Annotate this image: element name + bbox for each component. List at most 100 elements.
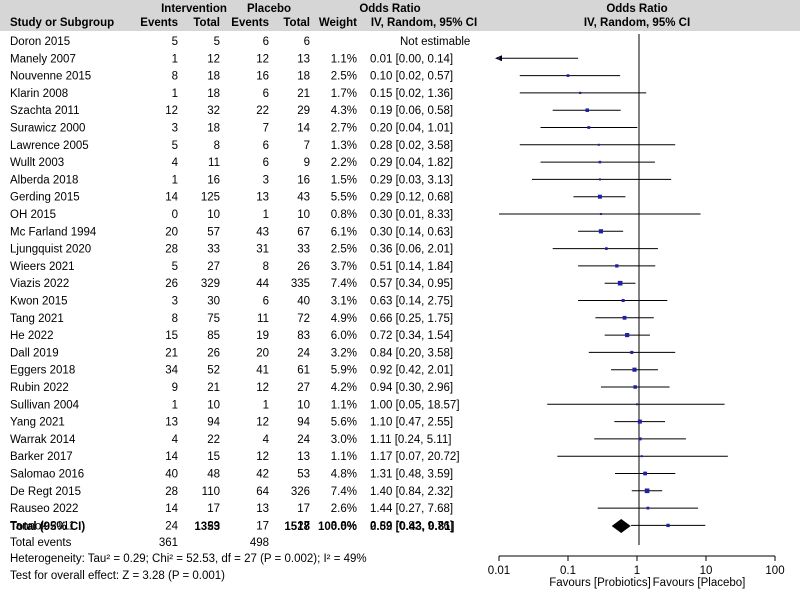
odds-ratio-ci: 1.10 [0.47, 2.55] <box>370 417 453 429</box>
table-row: Ljungquist 2020 28 33 31 33 2.5% 0.36 [0.06, 2… <box>10 244 453 256</box>
table-row: Salomao 2016 40 48 42 53 4.8% 1.31 [0.48, 3.59… <box>10 469 453 481</box>
weight: 5.9% <box>331 365 357 377</box>
table-row: De Regt 2015 28 110 64 326 7.4% 1.40 [0.84, 2.… <box>10 486 453 498</box>
study-name: Rubin 2022 <box>10 382 69 394</box>
odds-ratio-ci: 0.36 [0.06, 2.01] <box>370 244 453 256</box>
study-name: Gerding 2015 <box>10 192 80 204</box>
weight: 2.7% <box>331 123 357 135</box>
total-placebo: 7 <box>304 140 310 152</box>
events-intervention: 0 <box>172 209 178 221</box>
header-total-placebo: Total <box>283 17 310 29</box>
table-row: Doron 2015 5 5 6 6 Not estimable <box>10 36 470 48</box>
events-placebo: 6 <box>263 36 269 48</box>
events-placebo: 6 <box>263 88 269 100</box>
events-placebo: 3 <box>263 174 269 186</box>
table-row: Nouvenne 2015 8 18 16 18 2.5% 0.10 [0.02, 0.57… <box>10 71 453 83</box>
total-placebo: 40 <box>297 296 310 308</box>
weight: 2.5% <box>331 244 357 256</box>
total-placebo: 61 <box>297 365 310 377</box>
point-estimate <box>615 264 619 268</box>
heterogeneity-text: Heterogeneity: Tau² = 0.29; Chi² = 52.53… <box>10 553 367 565</box>
events-placebo: 4 <box>263 434 270 446</box>
header-intervention: Intervention <box>161 3 227 15</box>
favours-left-label: Favours [Probiotics] <box>549 577 651 589</box>
weight: 2.2% <box>331 157 357 169</box>
x-tick-label: 100 <box>765 565 784 577</box>
study-name: Szachta 2011 <box>10 105 79 117</box>
point-estimate <box>643 471 647 476</box>
point-estimate <box>622 315 627 320</box>
events-intervention: 40 <box>165 469 178 481</box>
total-placebo: 1518 <box>284 521 310 533</box>
total-placebo: 335 <box>291 278 310 290</box>
events-placebo: 13 <box>256 503 269 515</box>
odds-ratio-ci: 1.31 [0.48, 3.59] <box>370 469 453 481</box>
point-estimate <box>597 143 600 146</box>
total-intervention: 125 <box>201 192 220 204</box>
total-intervention: 10 <box>207 209 220 221</box>
table-row: Rubin 2022 9 21 12 27 4.2% 0.94 [0.30, 2.96] <box>10 382 453 394</box>
total-placebo: 16 <box>297 174 310 186</box>
events-placebo: 12 <box>256 382 269 394</box>
point-estimate <box>640 455 643 458</box>
table-row: Wieers 2021 5 27 8 26 3.7% 0.51 [0.14, 1.84] <box>10 261 453 273</box>
total-intervention: 8 <box>214 140 220 152</box>
events-placebo: 6 <box>263 296 269 308</box>
events-placebo: 6 <box>263 157 269 169</box>
weight: 1.1% <box>331 451 357 463</box>
total-placebo: 14 <box>297 123 310 135</box>
total-intervention: 1353 <box>194 521 220 533</box>
odds-ratio-ci: 0.66 [0.25, 1.75] <box>370 313 453 325</box>
total-intervention: 27 <box>207 261 220 273</box>
total-placebo: 94 <box>297 417 310 429</box>
x-tick-label: 0.01 <box>488 565 510 577</box>
odds-ratio-ci: 0.29 [0.04, 1.82] <box>370 157 453 169</box>
header-placebo: Placebo <box>247 3 291 15</box>
table-row: Gerding 2015 14 125 13 43 5.5% 0.29 [0.12, 0.6… <box>10 192 453 204</box>
weight: 4.3% <box>331 105 357 117</box>
point-estimate <box>617 280 623 286</box>
odds-ratio-ci: 0.84 [0.20, 3.58] <box>370 347 453 359</box>
total-placebo: 72 <box>297 313 310 325</box>
odds-ratio-ci: 0.20 [0.04, 1.01] <box>370 123 453 135</box>
odds-ratio-ci: 1.17 [0.07, 20.72] <box>370 451 460 463</box>
total-intervention: 12 <box>207 53 220 65</box>
events-placebo: 44 <box>256 278 269 290</box>
table-row: Dall 2019 21 26 20 24 3.2% 0.84 [0.20, 3.58] <box>10 347 453 359</box>
pooled-diamond <box>611 519 631 533</box>
point-estimate <box>566 74 570 77</box>
table-row: Sullivan 2004 1 10 1 10 1.1% 1.00 [0.05, 18.57… <box>10 399 460 411</box>
study-name: Yang 2021 <box>10 417 65 429</box>
study-name: He 2022 <box>10 330 53 342</box>
events-placebo: 17 <box>256 520 269 532</box>
total-placebo: 18 <box>297 71 310 83</box>
table-row: Szachta 2011 12 32 22 29 4.3% 0.19 [0.06, 0.58… <box>10 105 453 117</box>
total-placebo: 9 <box>304 157 310 169</box>
events-intervention: 4 <box>172 157 179 169</box>
point-estimate <box>633 385 637 389</box>
total-placebo: 24 <box>297 347 310 359</box>
total-intervention: 52 <box>207 365 220 377</box>
study-name: Sullivan 2004 <box>10 399 80 411</box>
total-placebo: 83 <box>297 330 310 342</box>
total-weight: 100.0% <box>318 521 357 533</box>
weight: 3.7% <box>331 261 357 273</box>
events-intervention: 28 <box>165 486 178 498</box>
odds-ratio-ci: 0.15 [0.02, 1.36] <box>370 88 453 100</box>
total-placebo: 43 <box>297 192 310 204</box>
weight: 1.3% <box>331 140 357 152</box>
events-placebo: 19 <box>256 330 269 342</box>
study-name: Wieers 2021 <box>10 261 75 273</box>
events-placebo: 13 <box>256 192 269 204</box>
total-intervention: 33 <box>207 244 220 256</box>
total-intervention: 18 <box>207 123 220 135</box>
study-name: Wullt 2003 <box>10 157 64 169</box>
weight: 7.4% <box>331 278 357 290</box>
odds-ratio-ci: 0.72 [0.34, 1.54] <box>370 330 453 342</box>
total-intervention: 10 <box>207 399 220 411</box>
total-placebo: 13 <box>297 53 310 65</box>
total-placebo: 29 <box>297 105 310 117</box>
study-name: Salomao 2016 <box>10 469 84 481</box>
weight: 6.1% <box>331 226 357 238</box>
